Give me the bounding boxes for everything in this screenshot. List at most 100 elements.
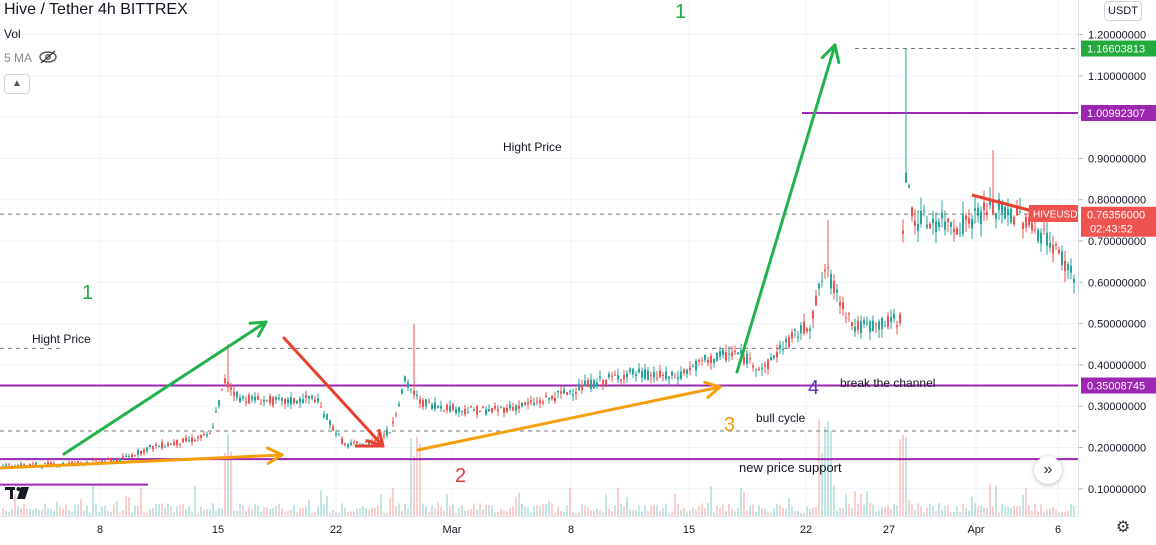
candle-body — [488, 408, 490, 412]
collapse-legend-button[interactable]: ▲ — [4, 74, 30, 94]
candle-body — [995, 213, 997, 219]
volume-bar — [1016, 506, 1018, 516]
scroll-to-realtime-button[interactable]: » — [1034, 456, 1062, 484]
time-axis[interactable]: 8 15 22 Mar 8 15 22 27 Apr 6 — [0, 516, 1078, 540]
volume-bar — [404, 503, 406, 516]
candle-body — [1001, 204, 1003, 214]
volume-bar — [635, 510, 637, 516]
candle-body — [326, 414, 328, 420]
red-trend-line[interactable] — [971, 193, 1041, 215]
candle-body — [581, 384, 583, 391]
volume-bar — [257, 505, 259, 516]
candle-body — [512, 406, 514, 411]
volume-bar — [941, 509, 943, 516]
volume-bar — [917, 503, 919, 516]
volume-bar — [557, 506, 559, 516]
volume-bar — [884, 506, 886, 516]
orange-arrow-2[interactable] — [416, 380, 722, 452]
candle-body — [671, 371, 673, 376]
volume-bar — [857, 503, 859, 516]
candle-body — [767, 359, 769, 370]
candle-body — [584, 380, 586, 387]
candle-body — [422, 400, 424, 407]
chart-title: Hive / Tether 4h BITTREX — [4, 1, 188, 18]
volume-bar — [791, 506, 793, 516]
candle-body — [257, 396, 259, 400]
candle-body — [911, 207, 913, 217]
volume-bar — [323, 504, 325, 516]
volume-bar — [707, 503, 709, 516]
volume-bar — [506, 511, 508, 516]
price-chart-svg[interactable]: 1 1 2 3 4 Hight Price Hight Price break the cha… — [0, 0, 1084, 516]
gear-icon[interactable]: ⚙ — [1115, 519, 1131, 536]
green-arrow-1-head — [248, 320, 268, 325]
candle-body — [398, 404, 400, 406]
y-tick-label: 1.10000000 — [1088, 71, 1146, 83]
volume-bar — [422, 503, 424, 516]
volume-bar — [272, 507, 274, 516]
x-tick-label: 8 — [97, 524, 103, 536]
volume-bar — [338, 512, 340, 516]
candle-body — [953, 228, 955, 233]
green-arrow-1[interactable] — [62, 320, 268, 456]
currency-button[interactable]: USDT — [1104, 1, 1142, 21]
label-3: 3 — [724, 414, 735, 436]
volume-bar — [902, 434, 904, 516]
chart-pane[interactable]: 1 1 2 3 4 Hight Price Hight Price break the cha… — [0, 0, 1084, 516]
candle-body — [473, 409, 475, 412]
candle-body — [770, 357, 772, 361]
volume-bar — [377, 505, 379, 516]
ma-legend[interactable]: 5 MA — [4, 51, 33, 65]
volume-bar — [1067, 511, 1069, 516]
volume-bar — [812, 507, 814, 516]
volume-bar — [452, 504, 454, 516]
volume-bar — [203, 509, 205, 516]
price-axis[interactable]: 0.10000000 0.20000000 0.30000000 0.40000000… — [1078, 0, 1156, 516]
volume-bar — [662, 508, 664, 516]
volume-bar — [347, 512, 349, 516]
volume-bar — [125, 495, 127, 516]
candle-body — [191, 437, 193, 442]
volume-bar — [944, 506, 946, 516]
volume-bar — [170, 506, 172, 516]
candle-body — [386, 429, 388, 436]
orange-arrow-1-shaft — [0, 453, 284, 470]
volume-bar — [818, 419, 820, 516]
candle-body — [494, 406, 496, 409]
volume-bar — [608, 508, 610, 516]
candle-body — [755, 369, 757, 371]
volume-bar — [614, 504, 616, 516]
volume-bar — [113, 504, 115, 516]
candle-body — [20, 463, 22, 467]
green-arrow-2[interactable] — [735, 43, 841, 374]
volume-bar — [995, 485, 997, 516]
candle-body — [365, 441, 367, 443]
volume-bar — [644, 505, 646, 516]
candle-body — [53, 463, 55, 465]
candle-body — [149, 444, 151, 447]
volume-bar — [809, 509, 811, 516]
volume-bar — [479, 503, 481, 516]
eye-hidden-icon[interactable] — [38, 50, 58, 64]
volume-bar — [863, 504, 865, 516]
candle-body — [689, 367, 691, 371]
volume-bar — [380, 494, 382, 516]
candle-body — [413, 390, 415, 395]
label-1-left: 1 — [82, 282, 93, 304]
orange-arrow-1[interactable] — [0, 446, 284, 470]
candle-body — [1067, 263, 1069, 271]
orange-arrow-1-head — [266, 453, 284, 465]
label-2: 2 — [455, 465, 466, 487]
volume-bar — [464, 510, 466, 516]
candle-body — [425, 399, 427, 407]
volume-bar — [974, 503, 976, 516]
volume-bar — [398, 503, 400, 516]
volume-bar — [26, 508, 28, 516]
candle-body — [515, 405, 517, 411]
volume-legend[interactable]: Vol — [4, 27, 21, 41]
candle-body — [836, 289, 838, 293]
candle-body — [818, 283, 820, 289]
volume-bar — [419, 443, 421, 516]
candle-body — [815, 295, 817, 306]
tradingview-logo-icon[interactable] — [4, 482, 32, 504]
